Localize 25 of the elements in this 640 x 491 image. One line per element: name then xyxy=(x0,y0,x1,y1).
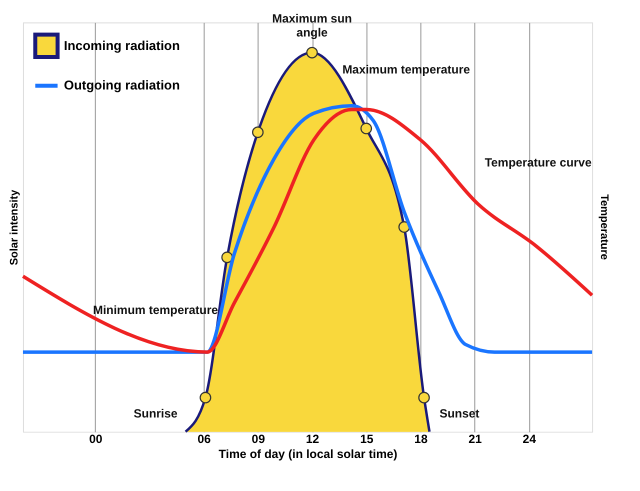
x-tick-label: 00 xyxy=(89,432,103,446)
point xyxy=(221,252,233,264)
annotation: Maximum sun angle xyxy=(272,12,352,40)
x-axis-title: Time of day (in local solar time) xyxy=(218,447,398,462)
annotation: Maximum temperature xyxy=(342,62,470,77)
annotation: Temperature curve xyxy=(484,155,592,170)
x-tick-label: 15 xyxy=(360,432,374,446)
x-tick-label: 24 xyxy=(522,432,536,446)
annotation: Minimum temperature xyxy=(93,303,218,318)
point xyxy=(252,126,264,138)
x-tick-label: 21 xyxy=(468,432,482,446)
legend-label: Incoming radiation xyxy=(64,38,180,53)
x-tick-label: 12 xyxy=(306,432,320,446)
y2-axis-title: Temperature xyxy=(598,194,610,260)
point xyxy=(360,122,372,134)
x-tick-label: 06 xyxy=(197,432,212,446)
x-tick-label: 18 xyxy=(414,432,428,446)
point xyxy=(306,46,318,58)
legend-label: Outgoing radiation xyxy=(64,78,180,93)
point xyxy=(200,392,212,404)
x-tick-label: 09 xyxy=(252,432,266,446)
annotation: Sunrise xyxy=(134,406,178,421)
annotation: Sunset xyxy=(439,406,480,421)
point xyxy=(418,392,430,404)
y-axis-title: Solar intensity xyxy=(8,188,20,266)
